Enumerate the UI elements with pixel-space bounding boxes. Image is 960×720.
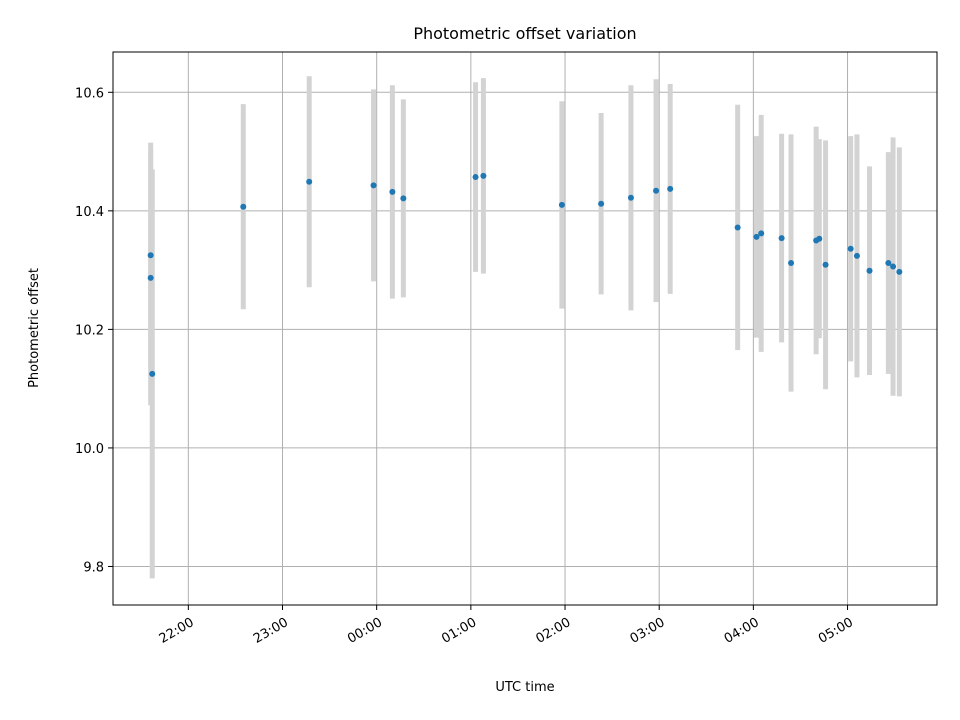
data-point	[400, 195, 407, 202]
data-point	[147, 274, 154, 281]
data-point	[734, 224, 741, 231]
data-point	[753, 233, 760, 240]
data-point	[847, 245, 854, 252]
y-tick-label: 10.4	[75, 205, 104, 220]
y-axis-ticks: 9.8 10.0 10.2 10.4 10.6	[75, 86, 113, 575]
data-point	[885, 260, 892, 267]
chart-title: Photometric offset variation	[413, 24, 636, 43]
x-axis-label: UTC time	[495, 680, 554, 695]
data-point	[853, 252, 860, 259]
y-tick-label: 10.6	[75, 86, 104, 101]
data-point	[778, 235, 785, 242]
data-point	[667, 185, 674, 192]
data-point	[896, 268, 903, 275]
data-point	[816, 235, 823, 242]
grid	[113, 52, 937, 605]
data-point	[149, 370, 156, 377]
y-tick-label: 10.2	[75, 323, 104, 338]
data-point	[866, 267, 873, 274]
data-point	[480, 172, 487, 179]
plot-area	[113, 52, 937, 605]
data-point	[389, 188, 396, 195]
y-tick-label: 10.0	[75, 442, 104, 457]
data-point	[822, 261, 829, 268]
data-point	[147, 252, 154, 259]
data-point	[758, 230, 765, 237]
data-point	[788, 260, 795, 267]
data-point	[370, 182, 377, 189]
y-axis-label: Photometric offset	[27, 268, 42, 388]
data-points	[147, 172, 903, 377]
data-point	[306, 178, 313, 185]
data-point	[472, 174, 479, 181]
data-point	[890, 263, 897, 270]
data-point	[240, 203, 247, 210]
axes-frame	[112, 51, 938, 606]
data-point	[627, 194, 634, 201]
data-point	[653, 187, 660, 194]
data-point	[558, 201, 565, 208]
y-tick-label: 9.8	[83, 560, 104, 575]
data-point	[598, 200, 605, 207]
